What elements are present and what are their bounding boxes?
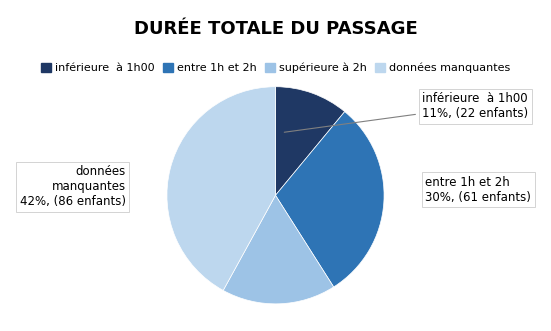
Wedge shape	[276, 87, 345, 195]
Wedge shape	[167, 87, 276, 290]
Text: données
manquantes
42%, (86 enfants): données manquantes 42%, (86 enfants)	[20, 165, 126, 208]
Wedge shape	[223, 195, 334, 304]
Text: entre 1h et 2h
30%, (61 enfants): entre 1h et 2h 30%, (61 enfants)	[425, 176, 531, 204]
Wedge shape	[276, 112, 384, 287]
Text: DURÉE TOTALE DU PASSAGE: DURÉE TOTALE DU PASSAGE	[134, 20, 417, 38]
Text: inférieure  à 1h00
11%, (22 enfants): inférieure à 1h00 11%, (22 enfants)	[284, 92, 528, 132]
Legend: inférieure  à 1h00, entre 1h et 2h, supérieure à 2h, données manquantes: inférieure à 1h00, entre 1h et 2h, supér…	[36, 59, 515, 78]
